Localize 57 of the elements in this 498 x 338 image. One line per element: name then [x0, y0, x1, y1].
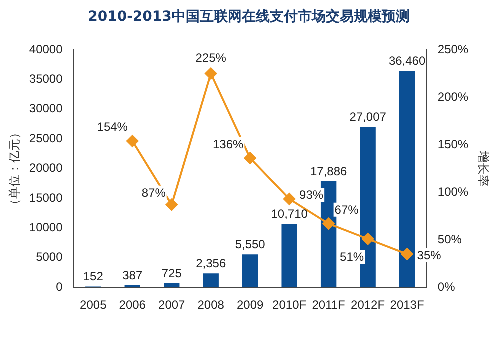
x-tick-label: 2010F [272, 298, 307, 312]
data-label: 17,886 [310, 164, 348, 178]
data-label: 225% [196, 50, 227, 65]
x-tick-label: 2013F [390, 298, 424, 312]
data-label: 136% [212, 137, 244, 152]
y-axis-title: （单位：亿元） [8, 126, 22, 211]
chart-title: 2010-2013中国互联网在线支付市场交易规模预测 [87, 8, 411, 27]
point [166, 198, 178, 211]
bar [399, 71, 416, 288]
data-label: 154% [97, 120, 128, 134]
bar [242, 254, 258, 288]
point [244, 152, 256, 164]
y2-axis-title: 增长率 [476, 150, 490, 187]
bar [282, 224, 298, 288]
x-tick-label: 2007 [158, 298, 186, 312]
data-label: 93% [300, 188, 324, 202]
y2-tick-label: 100% [438, 184, 469, 199]
y2-tick-label: 150% [438, 137, 469, 152]
data-label: 36,460 [388, 54, 426, 68]
data-label: 387 [122, 268, 143, 282]
data-label: 51% [340, 250, 364, 264]
point [126, 135, 139, 148]
data-label: 27,007 [350, 110, 387, 124]
data-label: 67% [334, 202, 360, 217]
y-tick-label: 35000 [29, 72, 64, 86]
bar [164, 283, 180, 288]
x-tick-label: 2009 [236, 298, 264, 312]
y-tick-label: 40000 [29, 42, 64, 56]
y-tick-label: 25000 [29, 131, 64, 146]
x-tick-label: 2008 [198, 298, 225, 312]
bar [203, 274, 219, 288]
point [401, 248, 414, 260]
data-label: 5,550 [235, 238, 266, 252]
data-label: 2,356 [196, 256, 226, 271]
y2-tick-label: 250% [438, 42, 469, 56]
y-tick-label: 10000 [29, 220, 64, 235]
data-label: 725 [162, 266, 182, 280]
y-tick-label: 0 [56, 280, 64, 294]
point [322, 218, 335, 230]
data-label: 152 [83, 270, 104, 284]
y2-tick-label: 200% [438, 90, 469, 104]
x-tick-label: 2005 [80, 298, 108, 312]
y-tick-label: 30000 [29, 102, 64, 116]
data-label: 35% [417, 248, 442, 262]
point [362, 233, 374, 246]
x-tick-label: 2012F [351, 298, 386, 312]
y2-tick-label: 50% [438, 232, 462, 246]
y-tick-label: 5000 [36, 250, 64, 264]
y2-tick-label: 0% [438, 280, 456, 294]
data-label: 87% [142, 186, 166, 200]
data-label: 10,710 [271, 206, 308, 221]
y-tick-label: 20000 [29, 161, 64, 176]
x-tick-label: 2011F [312, 298, 346, 312]
point [205, 68, 218, 80]
y-tick-label: 15000 [29, 190, 64, 205]
point [284, 193, 296, 206]
x-tick-label: 2006 [119, 298, 146, 312]
